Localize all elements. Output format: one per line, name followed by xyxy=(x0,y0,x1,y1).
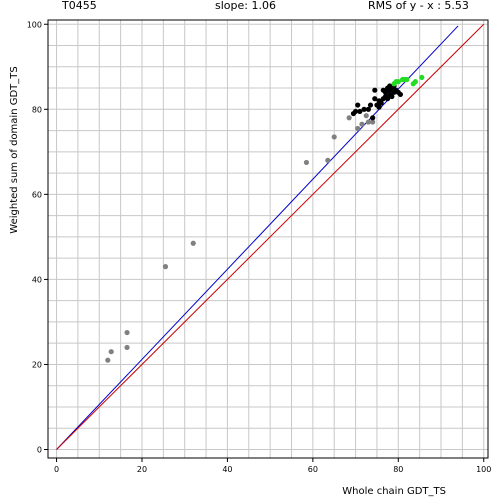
data-point xyxy=(355,125,361,132)
y-tick-label: 40 xyxy=(32,275,42,284)
data-point xyxy=(190,240,196,246)
grid xyxy=(48,20,488,458)
x-tick-label: 40 xyxy=(222,465,232,474)
plot-frame xyxy=(47,19,489,459)
data-point xyxy=(387,83,393,89)
data-point xyxy=(363,113,369,119)
slope-readout: slope: 1.06 xyxy=(215,0,276,12)
x-tick-label: 80 xyxy=(393,465,403,474)
data-point xyxy=(108,349,114,355)
data-point xyxy=(370,119,376,125)
data-point xyxy=(397,91,404,98)
y-tick-label: 20 xyxy=(32,360,42,369)
data-point xyxy=(389,93,395,100)
data-point xyxy=(352,108,359,115)
diagonal-line xyxy=(56,23,485,450)
data-point xyxy=(162,264,169,270)
y-tick-label: 60 xyxy=(32,190,42,199)
data-point xyxy=(367,102,374,108)
y-tick-label: 100 xyxy=(27,20,42,29)
x-tick-label: 20 xyxy=(137,465,147,474)
data-point xyxy=(355,102,361,108)
data-point xyxy=(361,106,367,112)
y-tick-label: 80 xyxy=(32,105,42,114)
data-point xyxy=(380,87,386,93)
data-point xyxy=(412,79,418,85)
y-tick-label: 0 xyxy=(37,445,42,454)
data-point xyxy=(376,104,382,110)
data-point xyxy=(359,121,365,127)
y-axis-label: Weighted sum of domain GDT_TS xyxy=(9,66,20,233)
data-point xyxy=(395,79,401,85)
x-tick-label: 60 xyxy=(308,465,318,474)
data-point xyxy=(378,100,384,106)
data-point xyxy=(346,115,352,121)
data-point xyxy=(404,76,410,83)
data-point xyxy=(325,157,331,163)
data-point xyxy=(372,96,378,102)
data-points xyxy=(105,74,425,363)
x-axis-label: Whole chain GDT_TS xyxy=(342,486,446,497)
data-point xyxy=(331,134,337,140)
data-point xyxy=(365,119,371,125)
x-tick-label: 100 xyxy=(476,465,491,474)
data-point xyxy=(419,74,425,81)
data-point xyxy=(372,87,378,93)
data-point xyxy=(105,357,111,363)
data-point xyxy=(303,159,310,166)
data-point xyxy=(124,329,130,336)
data-point xyxy=(357,108,363,115)
tick-marks: 0 20 40 60 80 100 0 20 40 60 80 100 xyxy=(27,20,492,474)
data-point xyxy=(385,96,391,102)
target-id: T0455 xyxy=(62,0,97,12)
data-point xyxy=(365,106,371,112)
data-point xyxy=(124,344,130,351)
data-point xyxy=(370,115,376,121)
rms-readout: RMS of y - x : 5.53 xyxy=(368,0,469,12)
x-tick-label: 0 xyxy=(54,465,59,474)
